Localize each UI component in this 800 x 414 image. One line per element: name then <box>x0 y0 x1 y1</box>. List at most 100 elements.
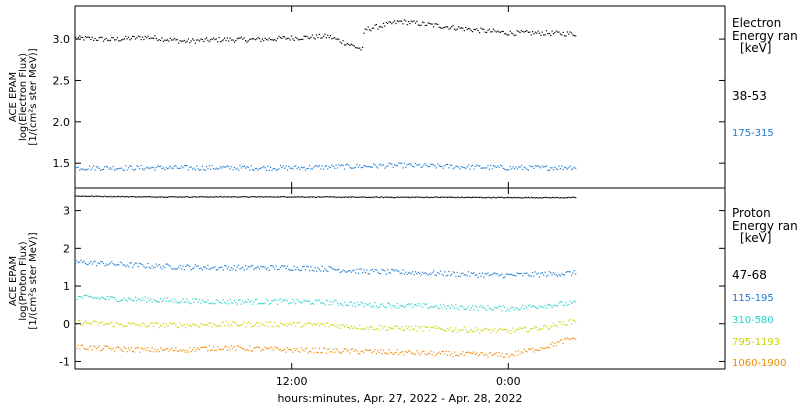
proton-data-point <box>238 345 240 347</box>
proton-data-point <box>316 324 318 326</box>
electron-data-point <box>153 167 155 169</box>
proton-data-point <box>557 196 559 199</box>
electron-data-point <box>519 32 521 34</box>
electron-data-point <box>562 168 564 170</box>
proton-data-point <box>321 302 323 304</box>
proton-data-point <box>286 347 288 349</box>
proton-data-point <box>215 299 217 301</box>
proton-data-point <box>569 197 571 199</box>
proton-data-point <box>499 274 502 276</box>
proton-data-point <box>469 275 471 277</box>
proton-data-point <box>146 196 148 198</box>
proton-data-point <box>483 306 485 308</box>
proton-data-point <box>153 351 155 353</box>
electron-data-point <box>179 40 181 42</box>
proton-data-point <box>426 303 428 305</box>
electron-data-point <box>165 39 167 41</box>
proton-data-point <box>442 275 444 277</box>
proton-data-point <box>477 309 479 311</box>
proton-data-point <box>82 261 84 263</box>
proton-data-point <box>377 307 379 309</box>
proton-data-point <box>251 196 254 198</box>
electron-data-point <box>175 39 177 41</box>
proton-data-point <box>547 328 549 330</box>
proton-data-point <box>112 263 114 265</box>
proton-data-point <box>320 270 322 272</box>
proton-data-point <box>134 262 137 264</box>
proton-data-point <box>480 352 482 354</box>
proton-data-point <box>353 302 355 304</box>
proton-data-point <box>523 326 525 328</box>
proton-data-point <box>497 329 499 332</box>
proton-data-point <box>272 326 274 328</box>
proton-data-point <box>275 265 277 267</box>
electron-data-point <box>324 165 326 167</box>
proton-data-point <box>355 349 357 351</box>
electron-data-point <box>104 166 106 168</box>
proton-data-point <box>137 298 139 300</box>
proton-data-point <box>75 321 77 323</box>
proton-data-point <box>77 295 79 297</box>
proton-data-point <box>555 274 557 276</box>
proton-data-point <box>245 349 247 351</box>
electron-data-point <box>409 163 411 165</box>
proton-data-point <box>290 269 293 271</box>
electron-data-point <box>182 40 184 42</box>
proton-data-point <box>438 308 440 310</box>
proton-data-point <box>246 268 248 270</box>
proton-data-point <box>445 330 447 332</box>
proton-data-point <box>545 275 548 277</box>
proton-data-point <box>573 337 575 339</box>
electron-data-point <box>320 168 322 170</box>
proton-data-point <box>323 196 325 198</box>
proton-data-point <box>324 304 326 306</box>
proton-data-point <box>233 196 235 198</box>
proton-data-point <box>473 309 475 311</box>
electron-data-point <box>166 168 169 170</box>
proton-data-point <box>438 327 440 329</box>
proton-data-point <box>428 329 431 332</box>
electron-data-point <box>522 168 524 170</box>
proton-data-point <box>466 275 468 277</box>
proton-data-point <box>490 274 492 276</box>
proton-data-point <box>144 296 146 298</box>
proton-data-point <box>382 349 385 351</box>
electron-data-point <box>474 29 476 31</box>
electron-data-point <box>306 35 308 37</box>
electron-data-point <box>477 30 479 32</box>
proton-data-point <box>387 268 389 271</box>
proton-data-point <box>416 273 418 275</box>
proton-data-point <box>311 324 313 326</box>
proton-data-point <box>380 273 382 275</box>
proton-data-point <box>433 326 435 328</box>
electron-data-point <box>139 168 141 170</box>
electron-data-point <box>384 25 386 27</box>
proton-data-point <box>435 196 437 198</box>
proton-data-point <box>490 197 492 199</box>
proton-data-point <box>481 330 483 332</box>
proton-data-point <box>185 196 187 198</box>
electron-data-point <box>336 38 339 40</box>
proton-data-point <box>122 325 124 327</box>
electron-data-point <box>123 38 125 40</box>
electron-data-point <box>192 38 194 40</box>
proton-data-point <box>116 300 118 303</box>
proton-data-point <box>366 326 368 328</box>
proton-data-point <box>199 349 201 351</box>
proton-data-point <box>193 347 195 349</box>
proton-data-point <box>406 328 408 330</box>
proton-data-point <box>169 348 171 350</box>
proton-data-point <box>114 195 116 197</box>
proton-data-point <box>108 323 110 325</box>
proton-data-point <box>321 196 323 198</box>
proton-data-point <box>377 271 379 273</box>
electron-data-point <box>564 166 566 168</box>
proton-data-point <box>332 196 334 198</box>
proton-data-point <box>501 352 503 355</box>
electron-data-point <box>133 36 135 38</box>
electron-data-point <box>554 32 556 34</box>
proton-data-point <box>107 196 109 198</box>
proton-data-point <box>108 348 110 350</box>
proton-data-point <box>87 349 89 351</box>
proton-data-point <box>335 347 337 350</box>
